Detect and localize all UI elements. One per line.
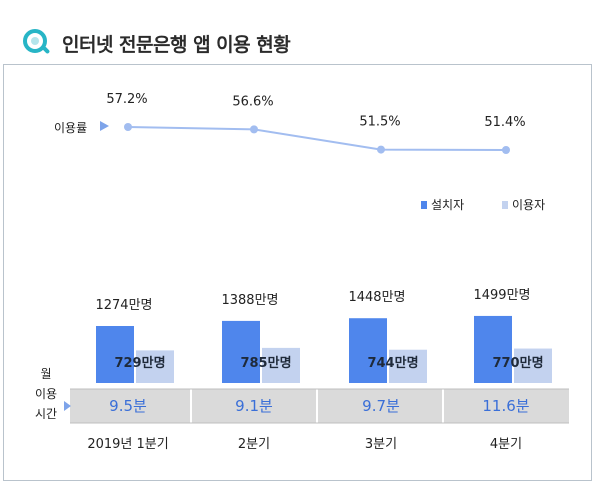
bar-users <box>389 349 427 383</box>
legend-swatch-installers <box>421 201 427 209</box>
usage-time-value: 9.5분 <box>109 397 147 415</box>
bar-label-users: 785만명 <box>240 355 291 371</box>
legend-label-users: 이용자 <box>512 198 545 212</box>
usage-time-axis-label: 월 <box>40 367 51 381</box>
usage-rate-arrow-icon <box>100 121 109 131</box>
bar-installers <box>222 320 260 383</box>
bar-installers <box>96 326 134 383</box>
bar-users <box>136 350 174 383</box>
usage-rate-point <box>377 145 385 154</box>
usage-time-value: 11.6분 <box>482 397 529 415</box>
category-label: 4분기 <box>490 437 522 452</box>
usage-rate-line <box>127 126 507 151</box>
bar-label-users: 729만명 <box>114 355 165 371</box>
bar-installers <box>349 318 387 383</box>
chart-frame <box>3 64 592 481</box>
legend-swatch-users <box>502 201 508 209</box>
usage-rate-label: 57.2% <box>106 92 147 107</box>
usage-time-value: 9.1분 <box>235 397 273 415</box>
bar-users <box>514 348 552 383</box>
usage-rate-label: 51.5% <box>359 115 400 130</box>
bar-label-installers: 1448만명 <box>348 290 405 305</box>
usage-time-band <box>70 389 569 423</box>
bar-label-installers: 1274만명 <box>95 298 152 313</box>
usage-rate-point <box>250 125 258 134</box>
usage-time-value: 9.7분 <box>362 397 400 415</box>
usage-rate-point <box>124 123 132 131</box>
page-title: 인터넷 전문은행 앱 이용 현황 <box>62 34 291 56</box>
usage-rate-label: 56.6% <box>232 94 273 109</box>
usage-rate-axis-label: 이용률 <box>54 121 87 135</box>
bar-label-installers: 1388만명 <box>221 293 278 308</box>
bar-label-users: 744만명 <box>367 355 418 371</box>
usage-time-arrow-icon <box>64 401 71 411</box>
usage-time-axis-label: 시간 <box>35 407 57 421</box>
bar-users <box>262 347 300 383</box>
usage-time-axis-label: 이용 <box>35 387 57 401</box>
category-label: 3분기 <box>365 437 397 452</box>
usage-rate-label: 51.4% <box>484 115 525 130</box>
search-q-icon <box>23 29 50 54</box>
category-label: 2분기 <box>238 437 270 452</box>
bar-installers <box>474 315 512 383</box>
category-label: 2019년 1분기 <box>87 437 168 452</box>
legend-label-installers: 설치자 <box>431 198 464 212</box>
bar-label-users: 770만명 <box>492 355 543 371</box>
bar-label-installers: 1499만명 <box>473 288 530 303</box>
usage-rate-point <box>502 146 510 154</box>
